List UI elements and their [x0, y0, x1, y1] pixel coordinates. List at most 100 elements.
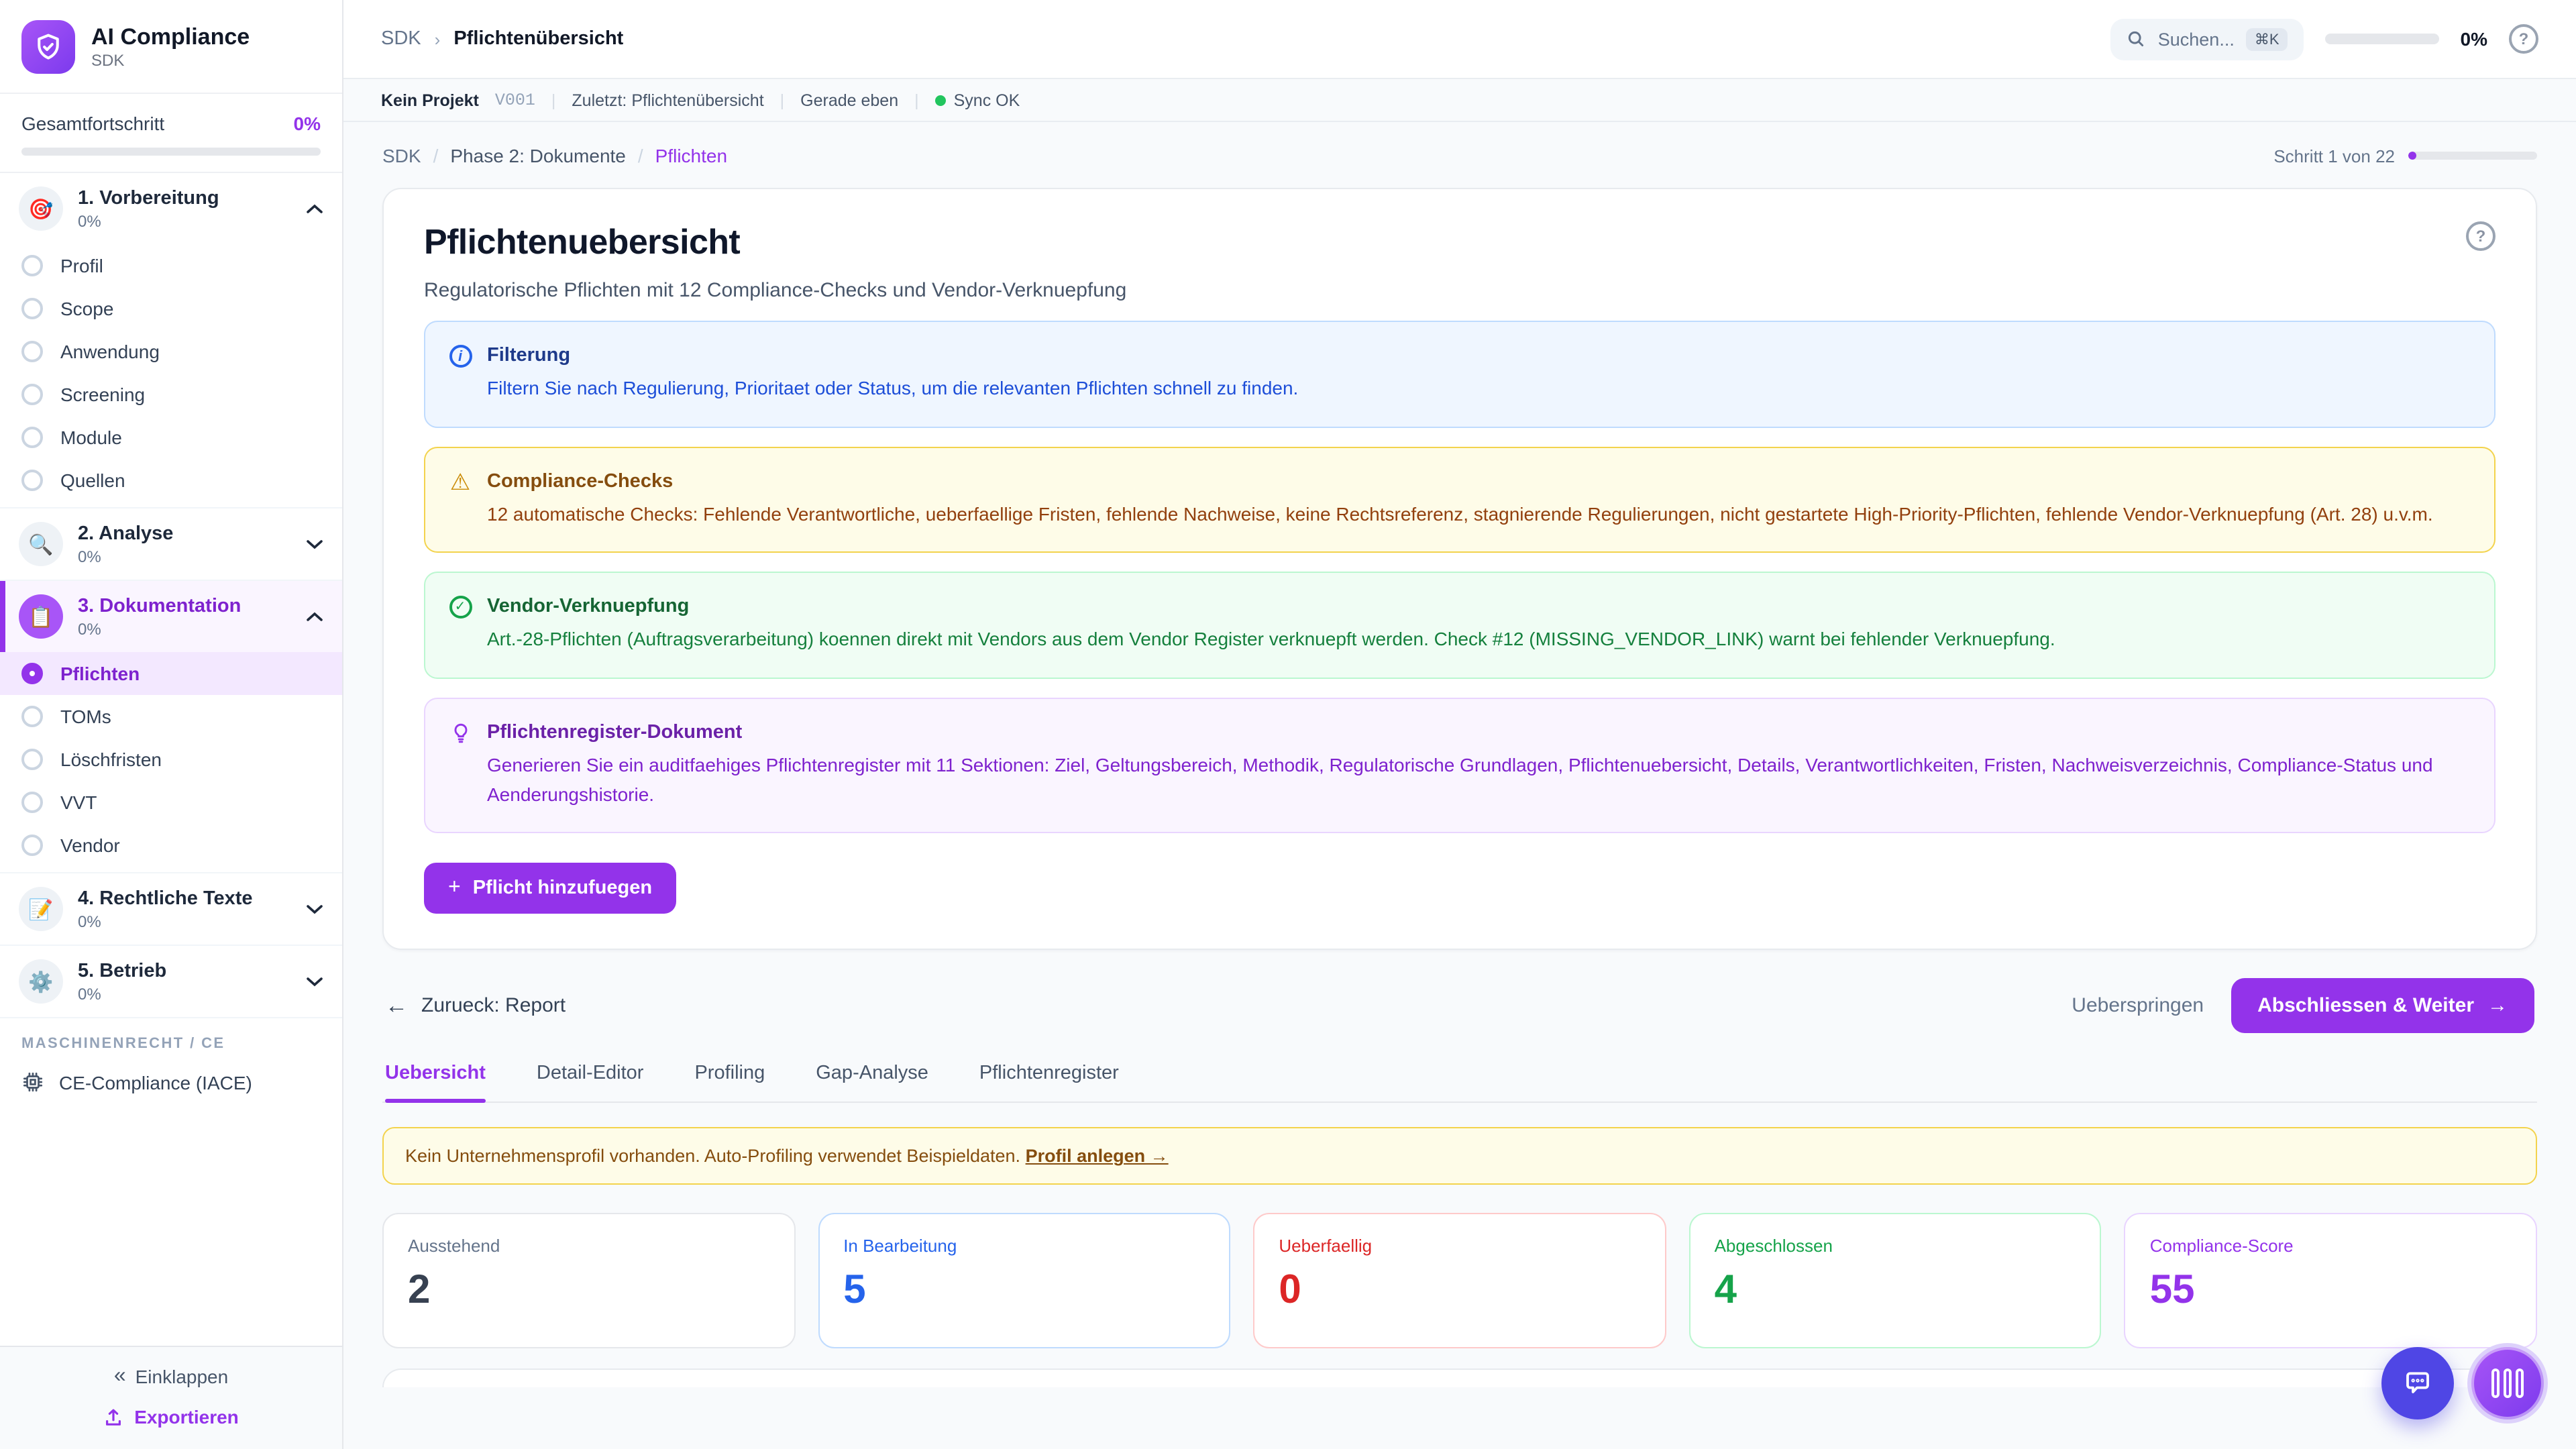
chevron-down-icon [306, 539, 323, 549]
section-header-betrieb[interactable]: ⚙️ 5. Betrieb 0% [0, 946, 342, 1017]
add-pflicht-button[interactable]: + Pflicht hinzufuegen [424, 863, 677, 914]
overall-progress-value: 0% [293, 113, 321, 134]
wizard-footer: ← Zurueck: Report Ueberspringen Abschlie… [385, 978, 2534, 1034]
nav-section-betrieb: ⚙️ 5. Betrieb 0% [0, 946, 342, 1018]
page-subtitle: Regulatorische Pflichten mit 12 Complian… [424, 279, 1127, 302]
columns-fab-button[interactable] [2471, 1347, 2544, 1419]
sidebar-nav: 🎯 1. Vorbereitung 0% Profil Scope [0, 173, 342, 1346]
tab-detail-editor[interactable]: Detail-Editor [536, 1063, 644, 1085]
warning-icon: ⚠ [449, 469, 471, 495]
app-logo-block: AI Compliance SDK [0, 0, 342, 94]
target-icon: 🎯 [19, 186, 63, 231]
tab-pflichtenregister[interactable]: Pflichtenregister [979, 1063, 1119, 1085]
arrow-left-icon: ← [385, 992, 408, 1018]
nav-section-dokumentation: 📋 3. Dokumentation 0% Pflichten TOMs [0, 581, 342, 873]
next-section-card-edge [382, 1368, 2537, 1388]
last-view-label: Zuletzt: Pflichtenübersicht [572, 91, 764, 109]
sidebar-item-pflichten[interactable]: Pflichten [0, 652, 342, 695]
chat-fab-button[interactable] [2381, 1347, 2454, 1419]
breadcrumb-sdk[interactable]: SDK [381, 28, 421, 50]
search-icon [2127, 30, 2146, 48]
sidebar-item-profil[interactable]: Profil [0, 244, 342, 287]
cpu-chip-icon [21, 1071, 44, 1093]
stat-card-ausstehend: Ausstehend 2 [382, 1213, 796, 1349]
chevron-up-icon [306, 203, 323, 214]
chevron-up-icon [306, 611, 323, 622]
step-progress-bar [2408, 152, 2537, 160]
breadcrumb: SDK › Pflichtenübersicht [381, 28, 623, 50]
tab-bar: Uebersicht Detail-Editor Profiling Gap-A… [382, 1053, 2537, 1104]
sidebar-item-anwendung[interactable]: Anwendung [0, 330, 342, 373]
tab-gap-analyse[interactable]: Gap-Analyse [816, 1063, 928, 1085]
version-badge: V001 [494, 91, 535, 109]
sync-ok-dot-icon [934, 95, 946, 105]
sidebar-item-quellen[interactable]: Quellen [0, 459, 342, 507]
sidebar-item-vvt[interactable]: VVT [0, 781, 342, 824]
main-area: SDK › Pflichtenübersicht Suchen... ⌘K 0%… [343, 0, 2576, 1449]
page-breadcrumb-phase[interactable]: Phase 2: Dokumente [450, 145, 626, 166]
floating-action-buttons [2381, 1347, 2544, 1419]
lightbulb-icon [447, 722, 474, 745]
stat-card-in-bearbeitung: In Bearbeitung 5 [818, 1213, 1231, 1349]
tab-profiling[interactable]: Profiling [694, 1063, 765, 1085]
page-navigation-row: SDK / Phase 2: Dokumente / Pflichten Sch… [382, 145, 2537, 166]
sidebar-item-ce-compliance[interactable]: CE-Compliance (IACE) [0, 1060, 342, 1112]
sidebar-item-vendor[interactable]: Vendor [0, 824, 342, 872]
sidebar: AI Compliance SDK Gesamtfortschritt 0% 🎯… [0, 0, 343, 1449]
card-help-icon[interactable]: ? [2466, 221, 2496, 251]
radio-icon [21, 255, 43, 276]
radio-icon [21, 298, 43, 319]
sidebar-item-scope[interactable]: Scope [0, 287, 342, 330]
infobox-compliance-checks: ⚠ Compliance-Checks 12 automatische Chec… [424, 446, 2496, 553]
chevron-down-icon [306, 904, 323, 914]
pflichten-overview-card: Pflichtenuebersicht Regulatorische Pflic… [382, 188, 2537, 951]
profile-warning-banner: Kein Unternehmensprofil vorhanden. Auto-… [382, 1127, 2537, 1185]
sidebar-item-loeschfristen[interactable]: Löschfristen [0, 738, 342, 781]
status-bar: Kein Projekt V001 | Zuletzt: Pflichtenüb… [343, 79, 2576, 122]
skip-button[interactable]: Ueberspringen [2072, 994, 2204, 1018]
page-content: SDK / Phase 2: Dokumente / Pflichten Sch… [343, 122, 2576, 1449]
infobox-pflichtenregister: Pflichtenregister-Dokument Generieren Si… [424, 698, 2496, 834]
nav-section-vorbereitung: 🎯 1. Vorbereitung 0% Profil Scope [0, 173, 342, 508]
memo-icon: 📝 [19, 887, 63, 931]
section-header-analyse[interactable]: 🔍 2. Analyse 0% [0, 508, 342, 580]
step-label: Schritt 1 von 22 [2273, 146, 2395, 166]
sidebar-footer: « Einklappen Exportieren [0, 1346, 342, 1449]
sidebar-item-toms[interactable]: TOMs [0, 695, 342, 738]
step-indicator: Schritt 1 von 22 [2273, 146, 2537, 166]
section-header-rechtliche-texte[interactable]: 📝 4. Rechtliche Texte 0% [0, 873, 342, 945]
search-input[interactable]: Suchen... ⌘K [2110, 18, 2304, 60]
stat-card-ueberfaellig: Ueberfaellig 0 [1253, 1213, 1666, 1349]
section-header-vorbereitung[interactable]: 🎯 1. Vorbereitung 0% [0, 173, 342, 244]
export-button[interactable]: Exportieren [103, 1406, 239, 1428]
columns-icon [2491, 1368, 2524, 1398]
finish-next-button[interactable]: Abschliessen & Weiter → [2231, 978, 2534, 1034]
breadcrumb-current: Pflichtenübersicht [453, 28, 624, 50]
radio-icon [21, 706, 43, 727]
clipboard-icon: 📋 [19, 594, 63, 639]
back-button[interactable]: ← Zurueck: Report [385, 992, 566, 1018]
page-breadcrumb-current: Pflichten [655, 145, 728, 166]
overall-progress-bar [21, 148, 321, 156]
info-icon: i [449, 345, 472, 368]
section-header-dokumentation[interactable]: 📋 3. Dokumentation 0% [0, 581, 342, 652]
arrow-right-icon: → [2487, 994, 2508, 1018]
plus-icon: + [448, 876, 461, 900]
radio-icon [21, 470, 43, 491]
collapse-sidebar-button[interactable]: « Einklappen [113, 1364, 229, 1387]
page-breadcrumb-sdk[interactable]: SDK [382, 145, 421, 166]
radio-icon [21, 792, 43, 813]
help-icon[interactable]: ? [2509, 24, 2538, 54]
project-status: Kein Projekt [381, 91, 479, 109]
upload-icon [103, 1407, 123, 1427]
sidebar-item-module[interactable]: Module [0, 416, 342, 459]
magnifier-icon: 🔍 [19, 522, 63, 566]
top-bar: SDK › Pflichtenübersicht Suchen... ⌘K 0%… [343, 0, 2576, 79]
create-profile-link[interactable]: Profil anlegen → [1025, 1146, 1169, 1167]
tab-uebersicht[interactable]: Uebersicht [385, 1053, 486, 1104]
check-circle-icon: ✓ [449, 596, 472, 619]
sidebar-item-screening[interactable]: Screening [0, 373, 342, 416]
page-breadcrumb: SDK / Phase 2: Dokumente / Pflichten [382, 145, 728, 166]
radio-icon [21, 427, 43, 448]
